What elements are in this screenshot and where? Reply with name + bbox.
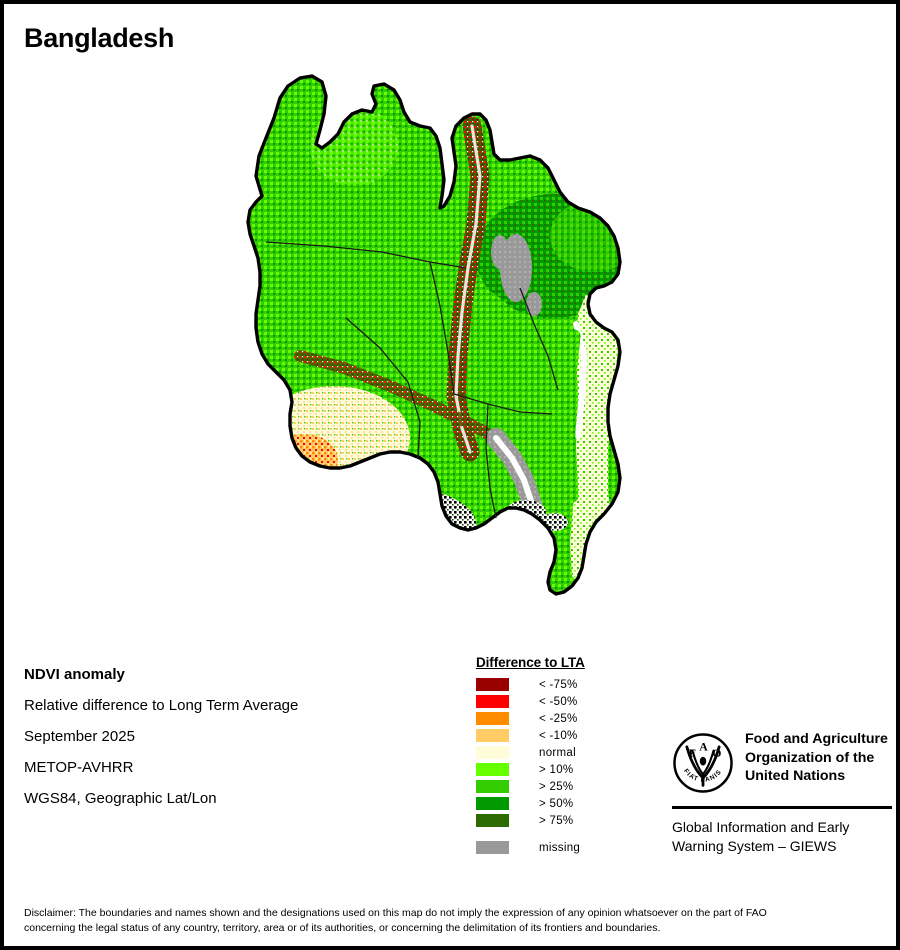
legend-item-lt-25: < -25%: [474, 710, 674, 727]
legend-label-missing: missing: [539, 841, 581, 854]
region-central-plains: [338, 276, 530, 436]
disclaimer-line-2: concerning the legal status of any count…: [24, 922, 661, 934]
legend-label-lt-75: < -75%: [539, 678, 578, 691]
legend-item-gt-25: > 25%: [474, 778, 674, 795]
metadata-sensor: METOP-AVHRR: [24, 759, 134, 776]
legend-item-gt-10: > 10%: [474, 761, 674, 778]
legend-item-normal: normal: [474, 744, 674, 761]
legend-item-lt-75: < -75%: [474, 676, 674, 693]
legend-swatch-gt-25: [476, 780, 509, 793]
legend-label-lt-50: < -50%: [539, 695, 578, 708]
legend-label-lt-25: < -25%: [539, 712, 578, 725]
legend: Difference to LTA < -75% < -50% < -25% <…: [474, 655, 674, 856]
legend-item-gt-50: > 50%: [474, 795, 674, 812]
legend-label-gt-25: > 25%: [539, 780, 574, 793]
giews-system-name: Global Information and Early Warning Sys…: [672, 818, 894, 856]
legend-label-gt-75: > 75%: [539, 814, 574, 827]
map-raster-layer: [248, 76, 620, 594]
legend-swatch-lt-25: [476, 712, 509, 725]
legend-item-lt-10: < -10%: [474, 727, 674, 744]
giews-line-1: Global Information and Early: [672, 819, 850, 835]
legend-swatch-lt-10: [476, 729, 509, 742]
legend-item-gt-75: > 75%: [474, 812, 674, 829]
region-chittagong-hill-green-belt: [561, 329, 581, 503]
legend-item-missing: missing: [474, 839, 674, 856]
svg-text:A: A: [699, 741, 708, 754]
country-boundary: [246, 74, 622, 596]
legend-swatch-lt-50: [476, 695, 509, 708]
map-svg: [246, 74, 622, 596]
disclaimer: Disclaimer: The boundaries and names sho…: [24, 906, 884, 936]
region-meghna-channel: [493, 435, 535, 507]
legend-swatch-lt-75: [476, 678, 509, 691]
metadata-period: September 2025: [24, 728, 135, 745]
metadata-description: Relative difference to Long Term Average: [24, 697, 299, 714]
legend-swatch-gt-75: [476, 814, 509, 827]
fao-org-line-3: United Nations: [745, 768, 846, 784]
metadata-product: NDVI anomaly: [24, 666, 125, 683]
metadata-projection: WGS84, Geographic Lat/Lon: [24, 790, 217, 807]
legend-label-lt-10: < -10%: [539, 729, 578, 742]
fao-organization-name: Food and Agriculture Organization of the…: [745, 730, 888, 786]
page-title: Bangladesh: [24, 23, 175, 53]
region-haor-missing-b: [491, 235, 509, 269]
legend-label-gt-50: > 50%: [539, 797, 574, 810]
legend-swatch-gt-50: [476, 797, 509, 810]
region-haor-missing-c: [526, 292, 542, 316]
legend-swatch-missing: [476, 841, 509, 854]
fao-org-line-2: Organization of the: [745, 749, 875, 766]
region-sundarbans-coast: [284, 484, 476, 564]
region-khulna-dry-core: [270, 434, 338, 486]
legend-swatch-gt-10: [476, 763, 509, 776]
region-southwest-khulna: [258, 386, 410, 490]
admin-boundaries: [265, 241, 559, 519]
fao-org-line-1: Food and Agriculture: [745, 731, 888, 747]
legend-title: Difference to LTA: [476, 655, 585, 670]
svg-text:O: O: [712, 747, 721, 760]
region-ganges-padma-corridor: [294, 350, 502, 444]
fao-logo-icon: F A O FIAT PANIS: [673, 733, 733, 793]
giews-line-2: Warning System – GIEWS: [672, 838, 837, 854]
fao-divider: [672, 806, 892, 809]
metadata-block: NDVI anomaly Relative difference to Long…: [24, 659, 444, 814]
legend-item-lt-50: < -50%: [474, 693, 674, 710]
disclaimer-line-1: Disclaimer: The boundaries and names sho…: [24, 907, 767, 919]
fao-branding: F A O FIAT PANIS Food and Agriculture Or…: [672, 730, 894, 856]
ndvi-anomaly-map: [204, 56, 724, 636]
region-sylhet-inner: [550, 200, 620, 272]
legend-label-gt-10: > 10%: [539, 763, 574, 776]
legend-swatch-normal: [476, 746, 509, 759]
legend-label-normal: normal: [539, 746, 576, 759]
svg-text:F: F: [689, 747, 696, 760]
